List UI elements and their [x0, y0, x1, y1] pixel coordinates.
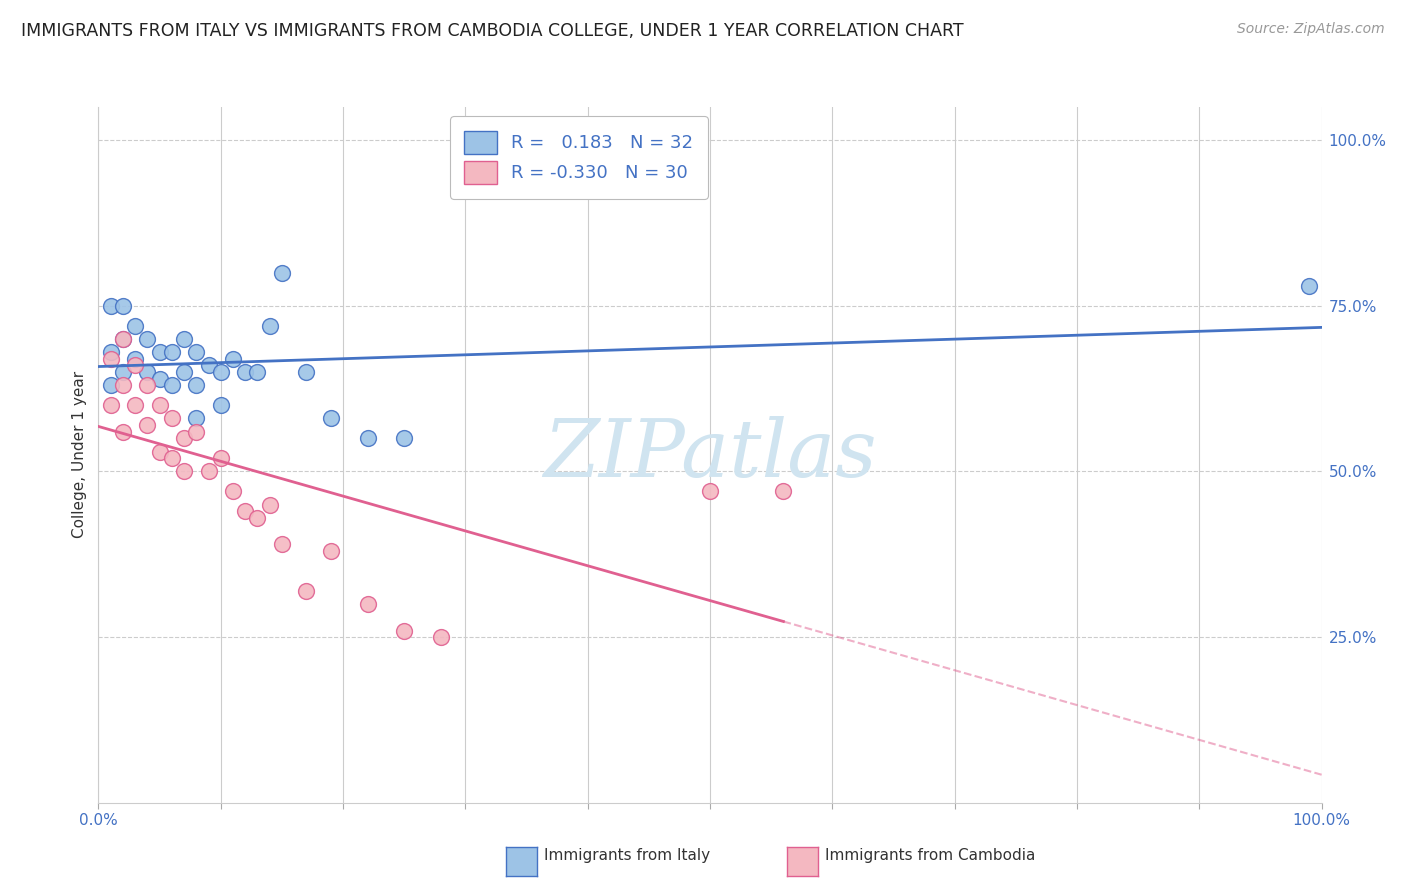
Point: [111, 425, 134, 439]
Point: [173, 365, 195, 379]
Point: [100, 351, 122, 366]
Point: [197, 465, 219, 479]
Point: [149, 444, 172, 458]
Point: [356, 431, 378, 445]
Point: [100, 299, 122, 313]
Point: [149, 372, 172, 386]
Point: [111, 332, 134, 346]
Point: [149, 398, 172, 412]
Point: [270, 266, 294, 280]
Point: [100, 378, 122, 392]
Point: [209, 365, 232, 379]
Point: [246, 365, 269, 379]
Point: [246, 511, 269, 525]
Point: [1298, 279, 1320, 293]
Point: [124, 398, 146, 412]
Point: [197, 359, 219, 373]
Point: [136, 332, 159, 346]
Text: IMMIGRANTS FROM ITALY VS IMMIGRANTS FROM CAMBODIA COLLEGE, UNDER 1 YEAR CORRELAT: IMMIGRANTS FROM ITALY VS IMMIGRANTS FROM…: [21, 22, 963, 40]
Point: [430, 630, 453, 644]
Point: [160, 378, 183, 392]
Point: [319, 544, 342, 558]
Point: [270, 537, 294, 551]
Point: [186, 411, 208, 425]
Point: [149, 345, 172, 359]
Point: [136, 378, 159, 392]
Point: [186, 345, 208, 359]
Point: [356, 597, 378, 611]
Point: [136, 418, 159, 433]
Text: ZIPatlas: ZIPatlas: [543, 417, 877, 493]
Legend: R =   0.183   N = 32, R = -0.330   N = 30: R = 0.183 N = 32, R = -0.330 N = 30: [450, 116, 707, 199]
Point: [124, 318, 146, 333]
Text: Source: ZipAtlas.com: Source: ZipAtlas.com: [1237, 22, 1385, 37]
Point: [111, 299, 134, 313]
Point: [124, 359, 146, 373]
Point: [295, 583, 318, 598]
Point: [295, 365, 318, 379]
Point: [392, 431, 416, 445]
Point: [699, 484, 721, 499]
Point: [233, 504, 256, 518]
Point: [111, 378, 134, 392]
Point: [319, 411, 342, 425]
Point: [124, 351, 146, 366]
Point: [136, 365, 159, 379]
Point: [186, 378, 208, 392]
Point: [222, 351, 245, 366]
Point: [772, 484, 794, 499]
Text: Immigrants from Italy: Immigrants from Italy: [544, 848, 710, 863]
Point: [173, 465, 195, 479]
Point: [209, 451, 232, 466]
Point: [173, 332, 195, 346]
Point: [160, 345, 183, 359]
Point: [111, 332, 134, 346]
Point: [173, 431, 195, 445]
Point: [186, 425, 208, 439]
Point: [209, 398, 232, 412]
Point: [100, 398, 122, 412]
Point: [160, 411, 183, 425]
Point: [222, 484, 245, 499]
Point: [111, 365, 134, 379]
Y-axis label: College, Under 1 year: College, Under 1 year: [72, 371, 87, 539]
Text: Immigrants from Cambodia: Immigrants from Cambodia: [825, 848, 1036, 863]
Point: [100, 345, 122, 359]
Point: [259, 318, 281, 333]
Point: [392, 624, 416, 638]
Point: [160, 451, 183, 466]
Point: [233, 365, 256, 379]
Point: [259, 498, 281, 512]
